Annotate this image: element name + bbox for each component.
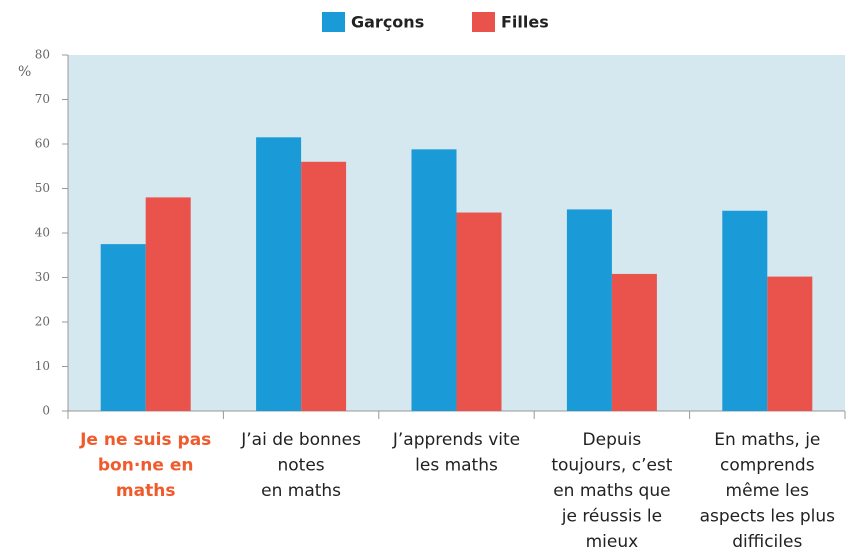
- y-tick-label: 30: [35, 270, 50, 284]
- bar: [722, 210, 768, 411]
- y-axis-label: %: [18, 64, 31, 80]
- x-tick-label: même les: [726, 481, 810, 501]
- bar: [767, 276, 813, 411]
- legend-label: Filles: [501, 13, 549, 32]
- y-tick-label: 60: [35, 137, 50, 151]
- bar: [456, 212, 502, 411]
- bar: [100, 244, 146, 411]
- x-tick-label: aspects les plus: [700, 507, 836, 527]
- y-tick-label: 10: [35, 359, 50, 373]
- x-tick-label: J’apprends vite: [392, 430, 520, 450]
- x-tick-label: je réussis le: [561, 507, 662, 527]
- x-tick-label: toujours, c’est: [551, 456, 672, 476]
- bar: [145, 197, 191, 411]
- bar: [301, 161, 347, 411]
- x-tick-label: comprends: [720, 456, 815, 476]
- y-tick-label: 70: [35, 92, 50, 106]
- bar: [611, 273, 657, 411]
- legend-swatch: [472, 12, 495, 32]
- x-tick-label: mieux: [586, 532, 639, 552]
- bar: [256, 137, 302, 411]
- x-tick-label: J’ai de bonnes: [240, 430, 361, 450]
- x-tick-label: Je ne suis pas: [79, 430, 211, 450]
- x-tick-label: en maths que: [553, 481, 670, 501]
- legend-label: Garçons: [351, 13, 424, 32]
- y-tick-label: 40: [35, 226, 50, 240]
- x-tick-label: les maths: [415, 456, 498, 476]
- y-tick-label: 20: [35, 315, 50, 329]
- legend-swatch: [322, 12, 345, 32]
- y-tick-label: 80: [35, 48, 50, 62]
- bar: [566, 209, 612, 411]
- y-tick-label: 0: [42, 404, 50, 418]
- bar: [411, 149, 457, 411]
- x-tick-label: bon·ne en: [98, 456, 194, 476]
- x-tick-label: maths: [116, 481, 176, 501]
- x-tick-label: difficiles: [732, 532, 802, 552]
- x-tick-label: notes: [278, 456, 325, 476]
- y-tick-label: 50: [35, 181, 50, 195]
- x-tick-label: En maths, je: [714, 430, 820, 450]
- x-tick-label: en maths: [261, 481, 341, 501]
- x-tick-label: Depuis: [583, 430, 642, 450]
